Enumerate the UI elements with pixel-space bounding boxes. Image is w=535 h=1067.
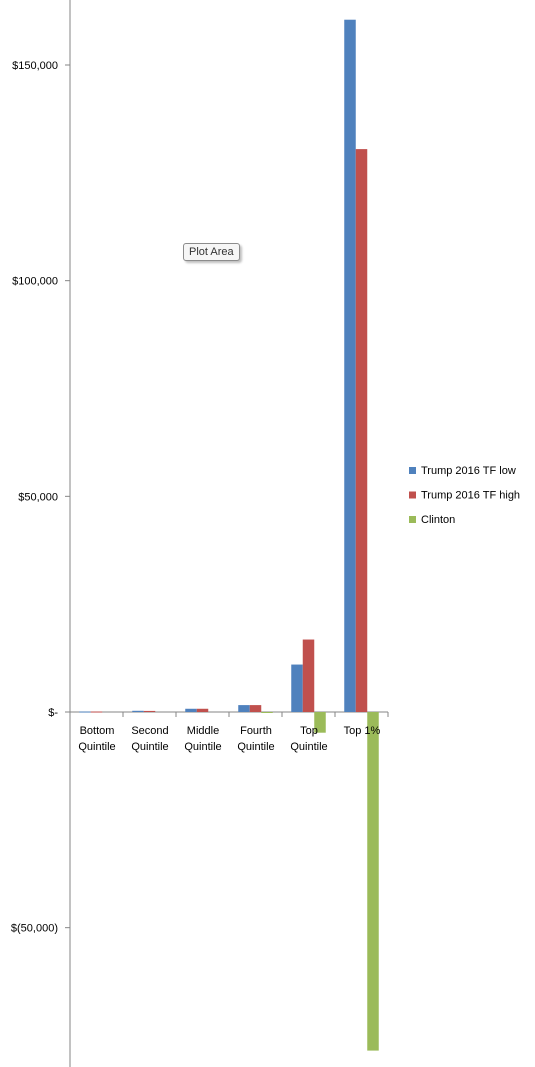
y-tick-label: $100,000 (12, 276, 58, 288)
bar-trump-2016-tf-low-2 (185, 708, 197, 712)
bar-clinton-4 (314, 712, 326, 733)
bar-trump-2016-tf-high-4 (302, 639, 315, 712)
plot-area-tooltip: Plot Area (183, 243, 240, 261)
x-category-label: Middle Quintile (184, 725, 221, 753)
legend-label: Trump 2016 TF high (421, 490, 520, 502)
bar-trump-2016-tf-low-0 (79, 711, 91, 713)
bar-trump-2016-tf-low-1 (132, 710, 144, 712)
y-tick-label: $(50,000) (11, 923, 58, 935)
bar-clinton-3 (261, 712, 273, 713)
legend-label: Clinton (421, 514, 455, 526)
x-category-label: Fourth Quintile (237, 725, 274, 753)
bar-trump-2016-tf-high-2 (196, 708, 209, 712)
y-tick-label: $150,000 (12, 60, 58, 72)
legend: Trump 2016 TF low Trump 2016 TF high Clint… (409, 465, 520, 526)
axes (65, 0, 389, 1067)
bar-trump-2016-tf-low-4 (291, 664, 303, 712)
x-category-label: Top 1% (344, 725, 381, 737)
x-category-label: Bottom Quintile (78, 725, 115, 753)
bar-trump-2016-tf-high-3 (249, 705, 262, 712)
bar-trump-2016-tf-low-3 (238, 705, 250, 712)
bars (79, 19, 379, 1051)
legend-label: Trump 2016 TF low (421, 465, 516, 477)
bar-clinton-5 (367, 712, 379, 1051)
bar-trump-2016-tf-high-1 (143, 710, 156, 712)
bar-trump-2016-tf-high-0 (90, 711, 103, 713)
labels: $150,000 $100,000 $50,000 $- $(50,000) Bottom… (11, 60, 381, 935)
bar-trump-2016-tf-high-5 (355, 149, 368, 713)
y-tick-label: $50,000 (18, 491, 58, 503)
legend-swatch (409, 516, 416, 523)
x-category-label: Top Quintile (290, 725, 327, 753)
legend-swatch (409, 467, 416, 474)
legend-swatch (409, 491, 416, 499)
y-tick-label: $- (48, 707, 58, 719)
bar-trump-2016-tf-low-5 (344, 19, 356, 712)
x-category-label: Second Quintile (131, 725, 168, 753)
